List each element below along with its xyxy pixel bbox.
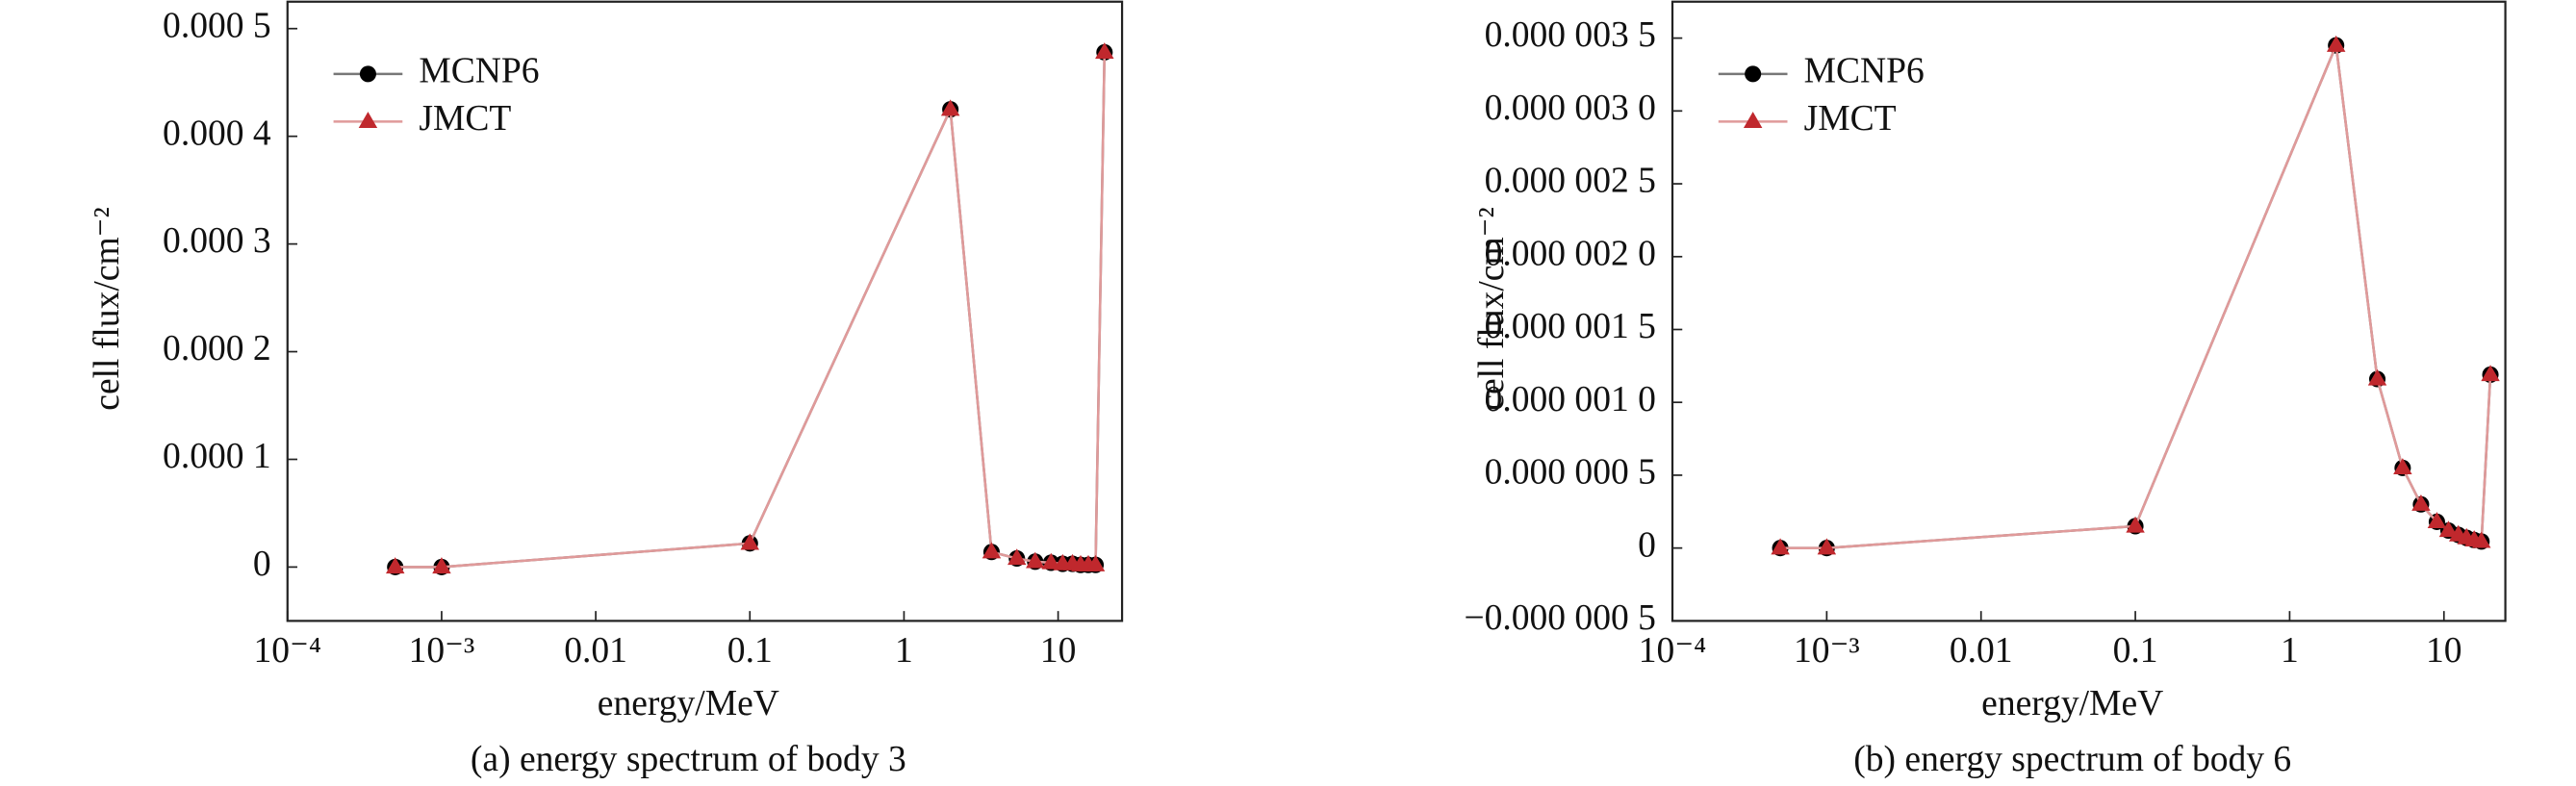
caption: (b) energy spectrum of body 6	[1853, 740, 2291, 779]
legend-label: MCNP6	[1804, 51, 1925, 90]
x-tick-label: 10⁻⁴	[254, 631, 321, 671]
marker	[2481, 365, 2500, 382]
y-tick-label: −0.000 000 5	[1464, 598, 1656, 638]
x-tick-label: 0.1	[2113, 631, 2158, 671]
legend-label: JMCT	[419, 99, 511, 139]
y-tick-label: 0.000 5	[163, 6, 271, 45]
legend-label: JMCT	[1804, 99, 1897, 139]
y-tick-label: 0.000 003 5	[1485, 15, 1656, 55]
legend-marker	[358, 112, 378, 129]
marker	[2411, 494, 2431, 511]
y-tick-label: 0.000 002 5	[1485, 162, 1656, 201]
x-tick-label: 10	[1040, 631, 1077, 671]
y-tick-label: 0.000 002 0	[1485, 234, 1656, 273]
caption: (a) energy spectrum of body 3	[471, 740, 906, 779]
y-tick-label: 0.000 2	[163, 329, 271, 368]
x-tick-label: 10⁻³	[409, 631, 475, 671]
y-tick-label: 0.000 003 0	[1485, 89, 1656, 128]
x-tick-label: 0.01	[564, 631, 627, 671]
y-tick-label: 0.000 001 0	[1485, 380, 1656, 419]
marker	[2326, 35, 2346, 52]
x-tick-label: 10⁻³	[1794, 631, 1860, 671]
x-axis-label: energy/MeV	[1981, 684, 2163, 723]
marker	[2126, 516, 2145, 533]
y-tick-label: 0.000 3	[163, 221, 271, 261]
marker	[940, 99, 960, 116]
marker	[2393, 458, 2412, 475]
chart: 10⁻⁴ 10⁻³ 0.01 0.1 1 10 0 0.000 1 0.000 2 0.000 3…	[88, 0, 1124, 779]
legend-marker	[1743, 112, 1763, 129]
marker	[1817, 538, 1837, 555]
y-axis-label: cell flux/cm⁻²	[88, 207, 127, 410]
marker	[1095, 42, 1114, 60]
marker	[2472, 531, 2491, 548]
y-tick-label: 0	[1638, 525, 1656, 565]
y-axis-label: cell flux/cm⁻²	[1472, 207, 1512, 410]
y-tick-label: 0.000 4	[163, 114, 271, 153]
plot-frame	[1671, 0, 2507, 622]
y-tick-label: 0.000 001 5	[1485, 307, 1656, 346]
marker	[1041, 552, 1061, 570]
marker	[740, 533, 760, 550]
y-tick-label: 0.000 000 5	[1485, 453, 1656, 493]
marker	[1085, 554, 1106, 571]
marker	[2367, 368, 2387, 386]
marker	[1771, 538, 1790, 555]
marker	[2427, 512, 2447, 529]
legend-label: MCNP6	[419, 51, 539, 90]
marker	[432, 557, 451, 574]
chart: 10⁻⁴ 10⁻³ 0.01 0.1 1 10 −0.000 000 5 0 0.000 000…	[1464, 0, 2507, 779]
x-axis-label: energy/MeV	[598, 684, 779, 723]
marker	[1026, 551, 1045, 569]
legend-marker	[1745, 65, 1762, 83]
y-tick-label: 0	[253, 545, 271, 584]
legend-marker	[359, 65, 376, 83]
x-tick-label: 1	[895, 631, 913, 671]
plot-frame	[286, 0, 1124, 622]
x-tick-label: 0.1	[727, 631, 773, 671]
marker	[2438, 520, 2459, 538]
marker	[1007, 548, 1027, 566]
y-tick-label: 0.000 1	[163, 437, 271, 476]
marker	[982, 542, 1002, 559]
marker	[385, 557, 405, 574]
x-tick-label: 10	[2426, 631, 2462, 671]
x-tick-label: 1	[2281, 631, 2299, 671]
x-tick-label: 10⁻⁴	[1639, 631, 1706, 671]
x-tick-label: 0.01	[1950, 631, 2013, 671]
